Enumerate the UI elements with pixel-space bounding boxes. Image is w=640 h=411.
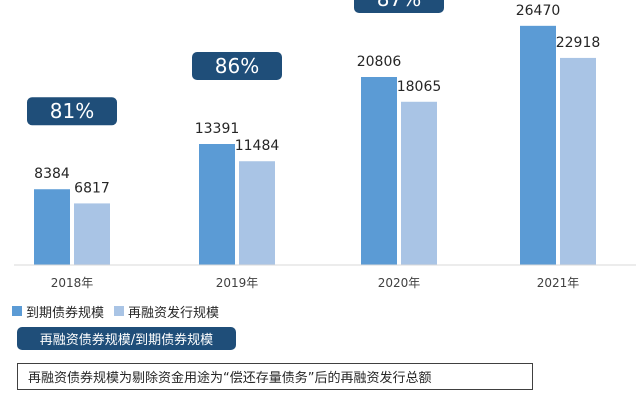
value-label-maturing-2020: 20806 [357, 54, 402, 70]
value-label-maturing-2019: 13391 [195, 121, 240, 137]
legend-label-refinancing: 再融资发行规模 [128, 305, 220, 321]
value-label-refinancing-2021: 22918 [556, 35, 601, 51]
ratio-legend-badge: 再融资债券规模/到期债券规模 [17, 327, 236, 350]
bars-group [34, 25, 596, 266]
ratio-value-2019: 86% [215, 54, 259, 78]
bar-maturing-2018 [34, 189, 70, 265]
legend-label-maturing: 到期债券规模 [26, 305, 105, 321]
ratio-value-2018: 81% [50, 99, 94, 123]
legend-swatch-refinancing [114, 306, 125, 316]
footnote-box: 再融资债券规模为剔除资金用途为“偿还存量债务”后的再融资发行总额 [17, 363, 533, 390]
bar-refinancing-2020 [401, 101, 437, 265]
value-label-refinancing-2018: 6817 [74, 180, 110, 196]
legend-item-refinancing: 再融资发行规模 [114, 302, 219, 321]
bar-refinancing-2019 [239, 161, 275, 265]
bar-maturing-2019 [199, 144, 235, 265]
x-tick-labels-group: 2018年 2019年 2020年 2021年 [51, 276, 580, 290]
legend-item-maturing: 到期债券规模 [12, 302, 104, 321]
x-tick-2020: 2020年 [378, 276, 421, 290]
ratio-badge-2020 [354, 0, 444, 14]
legend-swatch-maturing [12, 306, 22, 316]
bar-refinancing-2018 [74, 203, 110, 265]
value-label-refinancing-2020: 18065 [397, 79, 442, 95]
x-tick-2021: 2021年 [537, 276, 580, 290]
value-label-maturing-2018: 8384 [34, 166, 70, 182]
x-tick-2019: 2019年 [216, 276, 259, 290]
ratio-value-2020: 87% [377, 0, 421, 11]
footnote-text: 再融资债券规模为剔除资金用途为“偿还存量债务”后的再融资发行总额 [28, 371, 432, 386]
x-tick-2018: 2018年 [51, 276, 94, 290]
value-label-refinancing-2019: 11484 [235, 138, 280, 154]
ratio-badge-2019 [192, 52, 282, 81]
value-label-maturing-2021: 26470 [516, 3, 561, 19]
ratio-badges-group: 81%86%87%87% [27, 0, 444, 126]
bar-maturing-2020 [361, 77, 397, 265]
ratio-badge-2018 [27, 97, 117, 126]
bar-refinancing-2021 [560, 57, 596, 266]
bar-maturing-2021 [520, 25, 556, 265]
legend: 到期债券规模 再融资发行规模 [12, 302, 229, 321]
